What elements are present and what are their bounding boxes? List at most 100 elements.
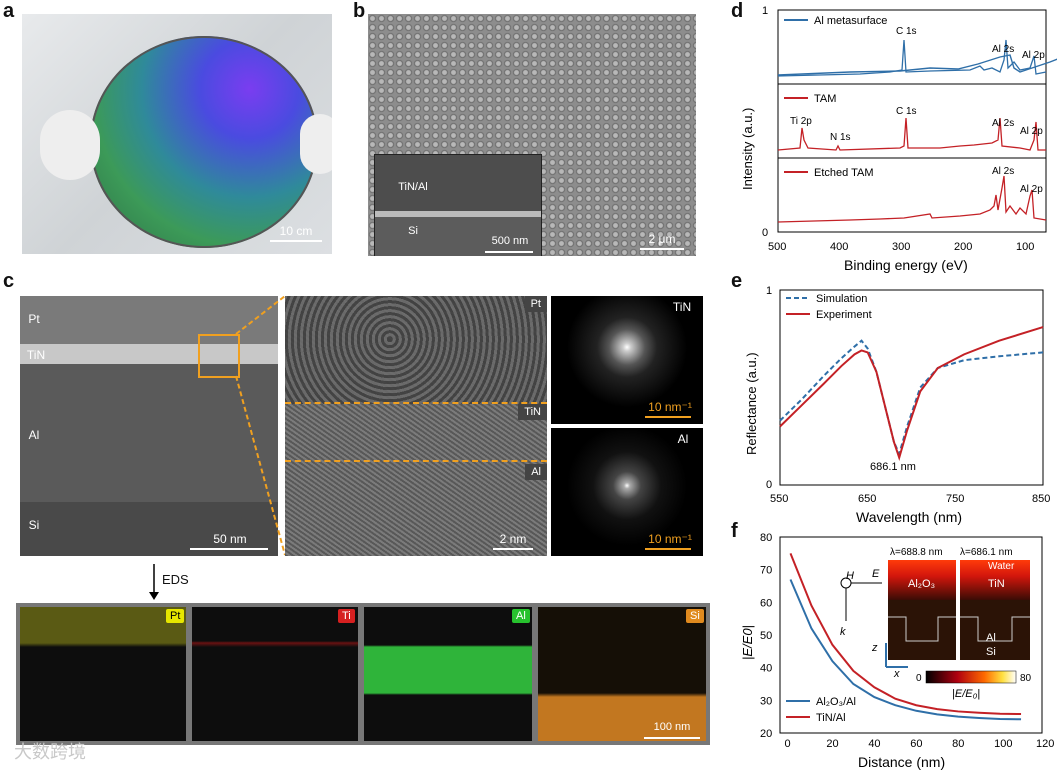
scalebar-b: 2 μm xyxy=(648,232,676,246)
series-simulation xyxy=(779,339,1044,457)
inset-h: H xyxy=(846,570,854,582)
eds-map-al xyxy=(364,607,532,741)
inset-label-tinal: TiN/Al xyxy=(398,181,428,193)
inset-si: Si xyxy=(986,646,996,658)
xps-xlabel: Binding energy (eV) xyxy=(844,257,968,273)
hrtem-image: Pt TiN Al 2 nm xyxy=(285,296,547,556)
colorbar-min: 0 xyxy=(916,673,922,684)
xps-chart: 1 0 Intensity (a.u.) Binding energy (eV)… xyxy=(740,5,1057,273)
field-chart: 20 30 40 50 60 70 80 0 20 40 60 80 100 120 |E/E0| Di… xyxy=(740,532,1054,770)
panel-label-a: a xyxy=(3,0,15,22)
inset-x: x xyxy=(893,668,900,680)
xps-xtick-300: 300 xyxy=(892,241,910,253)
peak-ti2p: Ti 2p xyxy=(790,116,812,127)
field-xtick-120: 120 xyxy=(1036,738,1054,750)
xps-ylabel: Intensity (a.u.) xyxy=(740,108,755,190)
hrtem-pt-region xyxy=(285,296,547,404)
inset-scalebar: 500 nm xyxy=(491,235,529,247)
zoom-box xyxy=(198,334,240,378)
refl-xtick-750: 750 xyxy=(946,493,964,505)
inset-map-1-hot xyxy=(888,560,956,600)
inset-z: z xyxy=(871,642,878,654)
xps-ytick-top: 1 xyxy=(762,5,768,17)
refl-legend-exp: Experiment xyxy=(816,309,872,321)
inset-al: Al xyxy=(986,632,996,644)
field-xlabel: Distance (nm) xyxy=(858,754,945,770)
scalebar-line-b xyxy=(640,248,684,250)
panel-label-b: b xyxy=(353,0,366,22)
peak-al2s-1: Al 2s xyxy=(992,44,1014,55)
field-xtick-60: 60 xyxy=(910,738,922,750)
refl-ylabel: Reflectance (a.u.) xyxy=(744,352,759,455)
inset-lambda-2: λ=686.1 nm xyxy=(960,547,1013,558)
inset-k: k xyxy=(840,626,846,638)
eds-map-si xyxy=(538,607,706,741)
peak-n1s: N 1s xyxy=(830,132,851,143)
tin-layer xyxy=(20,344,278,364)
fft-al-label: Al xyxy=(677,432,689,446)
field-ytick-80: 80 xyxy=(760,532,772,544)
wafer-disc xyxy=(90,36,318,248)
inset-water: Water xyxy=(988,561,1015,572)
peak-c1s-2: C 1s xyxy=(896,106,917,117)
hr-tag-pt: Pt xyxy=(524,296,547,312)
xps-curve-2 xyxy=(777,117,1046,151)
colorbar-label: |E/E₀| xyxy=(952,688,980,700)
peak-al2s-2: Al 2s xyxy=(992,118,1014,129)
eds-scalebar-line xyxy=(644,737,700,739)
xps-series-al-metasurface xyxy=(777,54,1057,76)
hrtem-line-1 xyxy=(285,402,547,404)
eds-badge-ti: Ti xyxy=(338,609,355,623)
sem-image: TiN/Al Si 500 nm 2 μm xyxy=(368,14,696,256)
series-tin-al xyxy=(789,552,1022,716)
eds-label: EDS xyxy=(162,572,189,587)
xps-ytick-bottom: 0 xyxy=(762,227,768,239)
field-xtick-0: 0 xyxy=(784,738,790,750)
fft-tin-scale: 10 nm⁻¹ xyxy=(648,400,692,414)
refl-xtick-550: 550 xyxy=(770,493,788,505)
zoom-lines xyxy=(235,295,286,556)
hand-left xyxy=(40,110,100,180)
label-pt: Pt xyxy=(28,312,40,326)
fft-al: Al 10 nm⁻¹ xyxy=(551,428,703,556)
field-ytick-20: 20 xyxy=(760,728,772,740)
pt-layer xyxy=(20,296,278,344)
inset-label-si: Si xyxy=(408,225,418,237)
field-legend-1: Al₂O₃/Al xyxy=(816,696,856,708)
refl-frame xyxy=(779,289,1044,486)
inset-scalebar-line xyxy=(485,251,533,253)
peak-al2p-3: Al 2p xyxy=(1020,184,1043,195)
label-tin: TiN xyxy=(26,348,46,362)
hrtem-line-2 xyxy=(285,460,547,462)
fft-tin: TiN 10 nm⁻¹ xyxy=(551,296,703,424)
refl-ytick-1: 1 xyxy=(766,285,772,297)
field-ytick-40: 40 xyxy=(760,663,772,675)
refl-legend-sim: Simulation xyxy=(816,293,867,305)
field-xtick-100: 100 xyxy=(994,738,1012,750)
peak-c1s-1: C 1s xyxy=(896,26,917,37)
legend-etched-tam: Etched TAM xyxy=(814,167,874,179)
hr-scalebar-line xyxy=(493,548,533,550)
scalebar-line-c xyxy=(190,548,268,550)
refl-xlabel: Wavelength (nm) xyxy=(856,509,962,525)
eds-badge-pt: Pt xyxy=(166,609,185,623)
sem-inset: TiN/Al Si 500 nm xyxy=(374,154,542,256)
field-legend-2: TiN/Al xyxy=(816,712,846,724)
hr-tag-tin: TiN xyxy=(518,404,547,420)
hr-scalebar: 2 nm xyxy=(499,532,527,546)
xps-xtick-200: 200 xyxy=(954,241,972,253)
refl-annotation: 686.1 nm xyxy=(870,461,916,473)
peak-al2p-1: Al 2p xyxy=(1022,50,1045,61)
label-al: Al xyxy=(28,428,40,442)
eds-scalebar: 100 nm xyxy=(653,721,691,733)
watermark: 大数跨境 xyxy=(14,742,86,762)
peak-al2p-2: Al 2p xyxy=(1020,126,1043,137)
eds-map-pt xyxy=(20,607,186,741)
field-xtick-40: 40 xyxy=(868,738,880,750)
field-ytick-50: 50 xyxy=(760,630,772,642)
inset-al2o3: Al₂O₃ xyxy=(908,578,935,590)
inset-map-2-hot xyxy=(960,560,1030,600)
panel-label-e: e xyxy=(731,270,743,292)
eds-map-ti xyxy=(192,607,358,741)
colorbar-max: 80 xyxy=(1020,673,1032,684)
